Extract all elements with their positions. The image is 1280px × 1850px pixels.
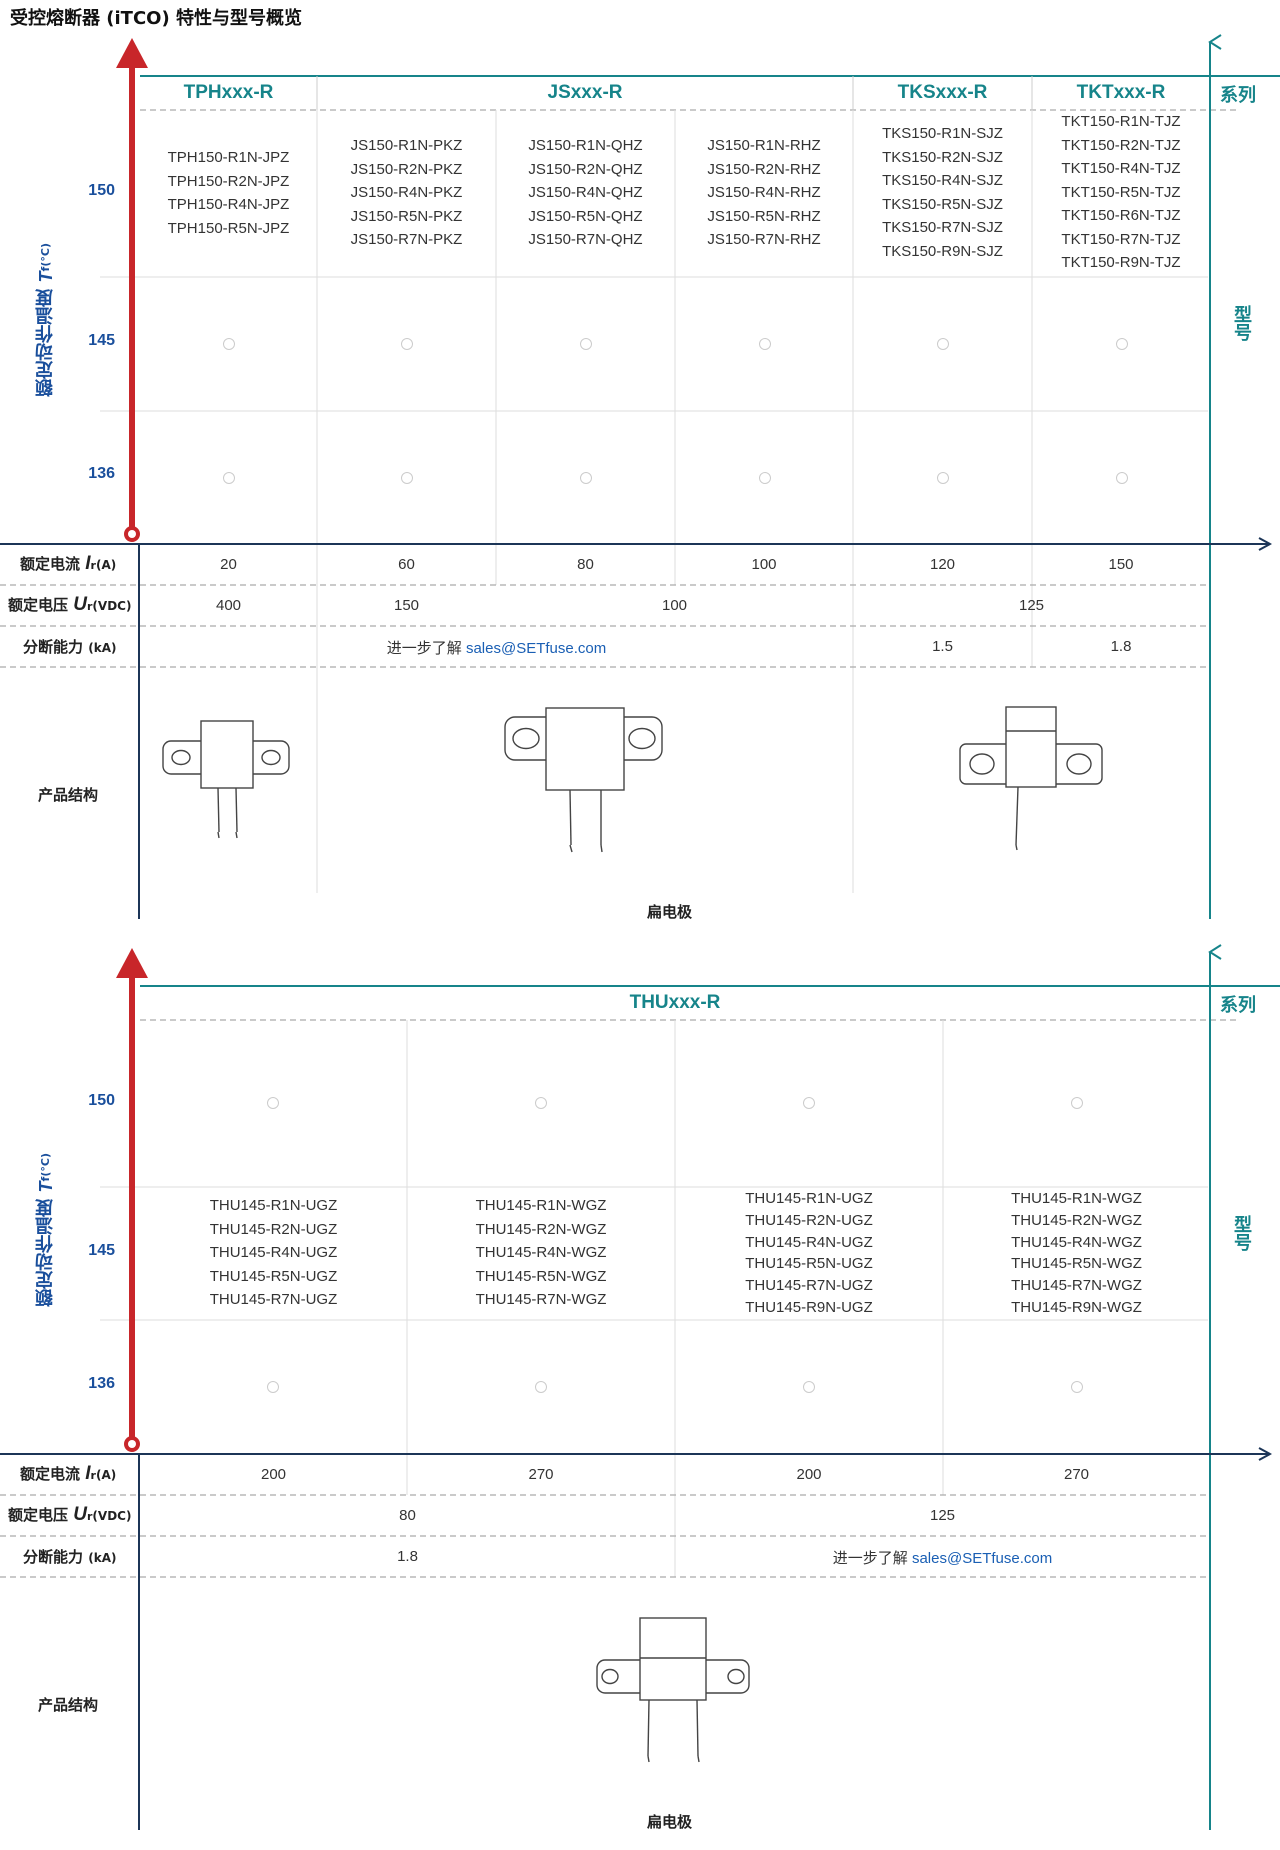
empty-cell-marker [580, 472, 592, 484]
empty-cell-marker [803, 1381, 815, 1393]
empty-cell-marker [401, 472, 413, 484]
voltage-value: 125 [929, 1507, 956, 1524]
series-side-label: 系列 [1220, 995, 1256, 1016]
product-drawing-tks [959, 706, 1103, 851]
y-axis-label: 额定动作温度 Tf(°C) [35, 243, 56, 397]
current-value: 20 [220, 556, 237, 573]
model-list: THU145-R1N-WGZ THU145-R2N-WGZ THU145-R4N-W… [1011, 1190, 1142, 1316]
series-tks: TKSxxx-R [897, 82, 988, 103]
structure-row-label: 产品结构 [38, 786, 99, 804]
contact-email-link[interactable]: sales@SETfuse.com [465, 640, 607, 657]
empty-cell-marker [759, 338, 771, 350]
empty-cell-marker [267, 1097, 279, 1109]
model-list: JS150-R1N-PKZ JS150-R2N-PKZ JS150-R4N-PKZ J… [350, 137, 463, 248]
section1-grid [0, 34, 1280, 919]
empty-cell-marker [267, 1381, 279, 1393]
empty-cell-marker [1116, 338, 1128, 350]
voltage-row-label: 额定电压 Ur(VDC) [8, 1504, 132, 1525]
voltage-value: 125 [1018, 597, 1045, 614]
voltage-value: 150 [393, 597, 420, 614]
current-value: 200 [260, 1466, 287, 1483]
series-tkt: TKTxxx-R [1076, 82, 1166, 103]
current-value: 100 [751, 556, 777, 573]
voltage-row-label: 额定电压 Ur(VDC) [8, 594, 132, 615]
empty-cell-marker [580, 338, 592, 350]
current-row-label: 额定电流 Ir(A) [20, 553, 117, 574]
model-list: THU145-R1N-UGZ THU145-R2N-UGZ THU145-R4N-U… [745, 1190, 873, 1316]
series-thu: THUxxx-R [629, 992, 721, 1013]
empty-cell-marker [1071, 1097, 1083, 1109]
voltage-value: 80 [399, 1507, 416, 1524]
temp-tick-150: 150 [88, 1092, 115, 1109]
model-list: JS150-R1N-RHZ JS150-R2N-RHZ JS150-R4N-RHZ J… [707, 137, 821, 248]
product-drawing-thu [596, 1617, 750, 1763]
empty-cell-marker [1071, 1381, 1083, 1393]
product-drawing-js [504, 707, 663, 853]
current-value: 200 [796, 1466, 822, 1483]
model-side-label: 型号 [1231, 1215, 1252, 1251]
empty-cell-marker [1116, 472, 1128, 484]
model-side-label: 型号 [1231, 305, 1252, 341]
temp-tick-136: 136 [88, 465, 115, 482]
section2-grid [0, 944, 1280, 1830]
model-list: THU145-R1N-WGZ THU145-R2N-WGZ THU145-R4N-W… [475, 1197, 607, 1308]
empty-cell-marker [223, 472, 235, 484]
empty-cell-marker [803, 1097, 815, 1109]
breaking-value: 1.8 [397, 1548, 418, 1565]
current-value: 270 [528, 1466, 554, 1483]
breaking-row-label: 分断能力 (kA) [23, 1548, 117, 1566]
current-value: 270 [1063, 1466, 1090, 1483]
empty-cell-marker [937, 338, 949, 350]
electrode-caption: 扁电极 [647, 903, 693, 921]
current-value: 120 [929, 556, 956, 573]
model-list: TKS150-R1N-SJZ TKS150-R2N-SJZ TKS150-R4N-S… [882, 125, 1003, 260]
series-js: JSxxx-R [547, 82, 623, 103]
current-value: 150 [1108, 556, 1134, 573]
contact-note: 进一步了解 sales@SETfuse.com [386, 640, 607, 657]
current-value: 60 [398, 556, 415, 573]
electrode-caption: 扁电极 [647, 1813, 693, 1831]
temp-tick-145: 145 [88, 1242, 115, 1259]
current-value: 80 [577, 556, 594, 573]
model-list: TPH150-R1N-JPZ TPH150-R2N-JPZ TPH150-R4N-J… [167, 149, 290, 237]
empty-cell-marker [937, 472, 949, 484]
empty-cell-marker [535, 1097, 547, 1109]
breaking-value: 1.5 [932, 638, 953, 655]
breaking-row-label: 分断能力 (kA) [23, 638, 117, 656]
voltage-value: 400 [215, 597, 242, 614]
model-list: THU145-R1N-UGZ THU145-R2N-UGZ THU145-R4N-U… [209, 1197, 338, 1308]
empty-cell-marker [535, 1381, 547, 1393]
breaking-value: 1.8 [1110, 638, 1132, 655]
empty-cell-marker [759, 472, 771, 484]
model-list: TKT150-R1N-TJZ TKT150-R2N-TJZ TKT150-R4N-T… [1061, 113, 1181, 271]
series-side-label: 系列 [1220, 85, 1256, 106]
series-tph: TPHxxx-R [183, 82, 274, 103]
empty-cell-marker [401, 338, 413, 350]
temp-tick-150: 150 [88, 182, 115, 199]
current-row-label: 额定电流 Ir(A) [20, 1463, 117, 1484]
page-title: 受控熔断器 (iTCO) 特性与型号概览 [10, 8, 302, 29]
model-list: JS150-R1N-QHZ JS150-R2N-QHZ JS150-R4N-QHZ J… [528, 137, 643, 248]
voltage-value: 100 [661, 597, 688, 614]
y-axis-label: 额定动作温度 Tf(°C) [35, 1153, 56, 1307]
product-drawing-tph [162, 720, 290, 839]
empty-cell-marker [223, 338, 235, 350]
contact-email-link[interactable]: sales@SETfuse.com [911, 1550, 1053, 1567]
temp-tick-136: 136 [88, 1375, 115, 1392]
temp-tick-145: 145 [88, 332, 115, 349]
contact-note: 进一步了解 sales@SETfuse.com [832, 1550, 1053, 1567]
structure-row-label: 产品结构 [38, 1696, 99, 1714]
